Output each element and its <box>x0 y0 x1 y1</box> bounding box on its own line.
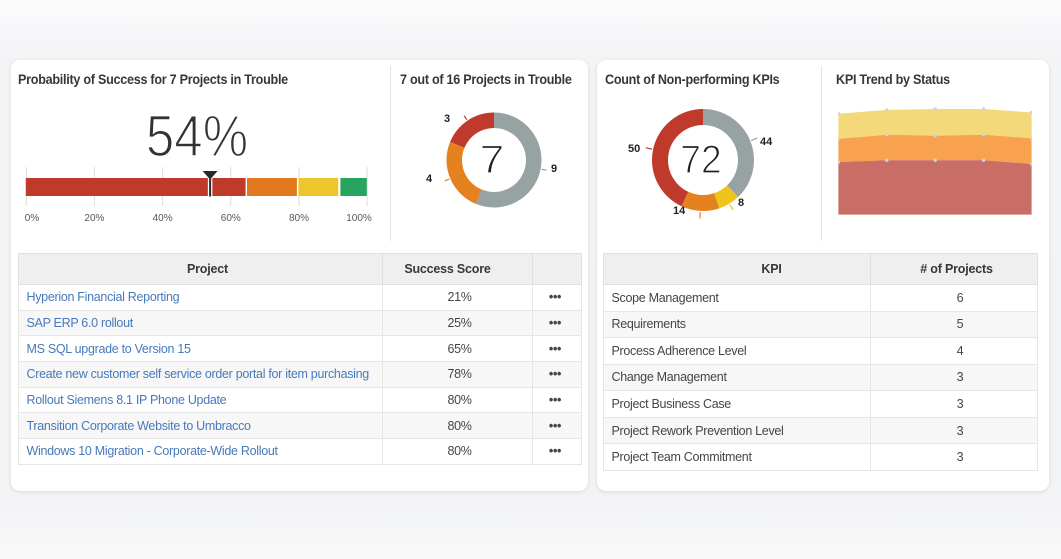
svg-text:0%: 0% <box>25 213 40 224</box>
svg-text:40%: 40% <box>153 213 173 224</box>
svg-text:80%: 80% <box>289 213 309 224</box>
svg-text:60%: 60% <box>221 213 241 224</box>
svg-text:100%: 100% <box>346 213 372 224</box>
svg-text:20%: 20% <box>84 213 104 224</box>
